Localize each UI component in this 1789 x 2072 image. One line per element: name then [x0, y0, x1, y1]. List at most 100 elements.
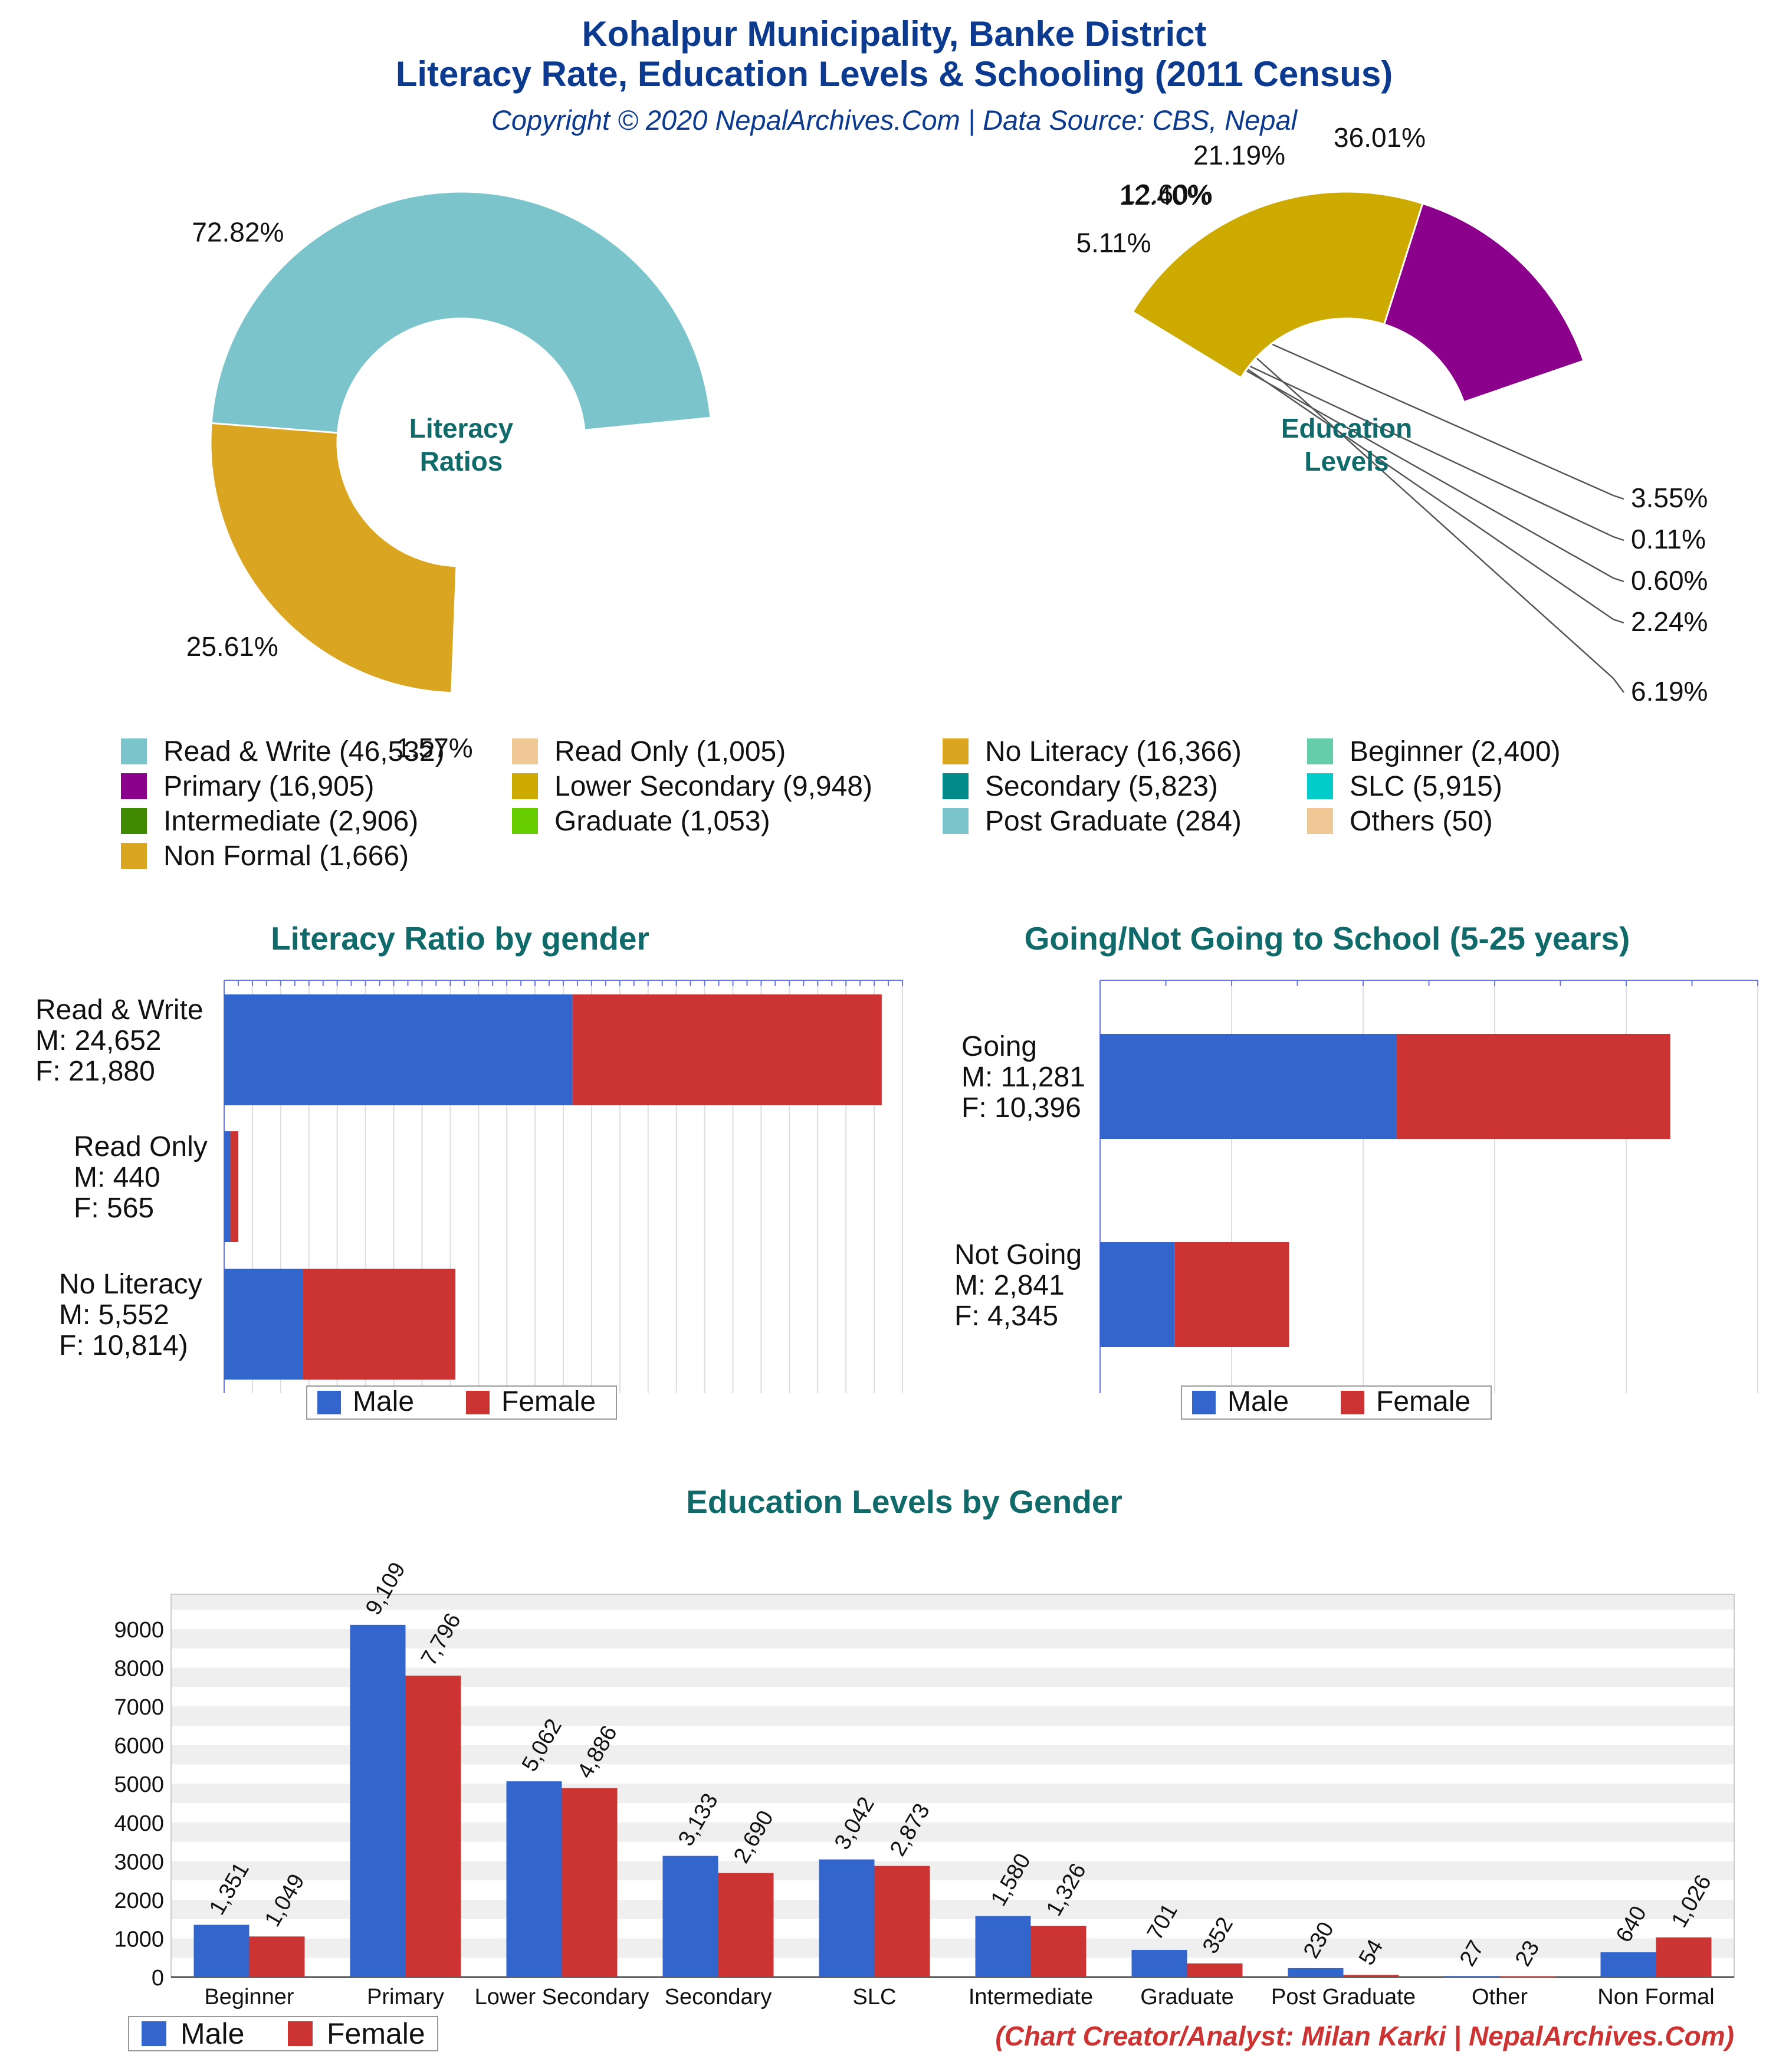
bar-male-non-formal [1600, 1952, 1656, 1977]
y-tick-label: 9000 [114, 1618, 164, 1643]
bar-female-post-graduate [1343, 1975, 1399, 1977]
legend-label-read-only-1-005: Read Only (1,005) [554, 736, 786, 767]
legend-label-female: Female [501, 1386, 596, 1417]
legend-swatch-female [466, 1391, 490, 1414]
x-tick-label-graduate: Graduate [1140, 1985, 1233, 2009]
legend-label-read-write-46-532: Read & Write (46,532) [163, 736, 445, 767]
x-tick-label-post-graduate: Post Graduate [1271, 1985, 1416, 2009]
bar-female-no-literacy [303, 1269, 456, 1380]
leader-line-others [1134, 311, 1624, 541]
legend-label-slc-5-915: SLC (5,915) [1350, 771, 1502, 802]
percent-label-intermediate: 6.19% [1631, 676, 1708, 707]
y-tick-label: 7000 [114, 1695, 164, 1720]
y-tick-label: 4000 [114, 1811, 164, 1836]
category-label-going: M: 11,281 [961, 1062, 1085, 1093]
legend-label-no-literacy-16-366: No Literacy (16,366) [985, 736, 1242, 767]
x-tick-label-secondary: Secondary [665, 1985, 772, 2009]
donut-slice-lower-secondary [1131, 191, 1424, 379]
legend-label-others-50: Others (50) [1350, 806, 1493, 837]
percent-label-primary: 36.01% [1334, 122, 1426, 153]
legend-swatch-non-formal-1-666 [121, 843, 147, 869]
bar-female-intermediate [1030, 1926, 1086, 1977]
category-label-not-going: Not Going [954, 1239, 1082, 1270]
education-levels-donut: 36.01% 5.11% 3.55% 0.11% 0.60% 2.24% 6.19% 12.6… [1076, 122, 1708, 707]
y-tick-label: 2000 [114, 1889, 164, 1913]
category-label-not-going: M: 2,841 [954, 1270, 1065, 1301]
bar-male-slc [819, 1859, 875, 1977]
category-label-not-going: F: 4,345 [954, 1301, 1058, 1332]
x-tick-label-lower-secondary: Lower Secondary [475, 1985, 649, 2009]
bar-male-graduate [1131, 1950, 1187, 1977]
bar-female-slc [874, 1866, 930, 1977]
percent-label-graduate: 2.24% [1631, 606, 1708, 637]
percent-label-beginner: 5.11% [1076, 228, 1151, 258]
legend-swatch-female [1341, 1391, 1364, 1414]
category-label-no-literacy: F: 10,814) [59, 1330, 188, 1361]
y-tick-label: 6000 [114, 1734, 164, 1759]
leader-line-non-formal [1150, 290, 1624, 500]
leader-line-graduate [1144, 298, 1624, 624]
legend-swatch-male [1192, 1391, 1216, 1414]
bar-male-intermediate [975, 1916, 1031, 1977]
bar-female-secondary [718, 1873, 774, 1977]
category-label-read-only: Read Only [74, 1131, 208, 1163]
bar-female-beginner [249, 1936, 305, 1977]
legend-swatch-primary-16-905 [121, 773, 147, 799]
bar-male-post-graduate [1288, 1968, 1344, 1977]
bar-female-other [1499, 1976, 1555, 1978]
bar-male-secondary [662, 1856, 718, 1977]
percent-label-slc: 12.60% [1121, 179, 1213, 209]
bar-female-going [1397, 1034, 1670, 1139]
legend-label-non-formal-1-666: Non Formal (1,666) [163, 840, 409, 872]
bar-male-no-literacy [224, 1269, 303, 1380]
legend-label-male: Male [353, 1386, 414, 1417]
legend-swatch-no-literacy-16-366 [943, 738, 969, 764]
title-line-2: Literacy Rate, Education Levels & School… [396, 54, 1393, 94]
x-tick-label-primary: Primary [367, 1985, 444, 2009]
y-tick-label: 3000 [114, 1850, 164, 1874]
copyright-line: Copyright © 2020 NepalArchives.Com | Dat… [491, 104, 1298, 136]
legend-swatch-secondary-5-823 [943, 773, 969, 799]
donut-center-label: Literacy [409, 413, 514, 444]
bar-male-not-going [1100, 1242, 1175, 1347]
legend-label-secondary-5-823: Secondary (5,823) [985, 771, 1218, 802]
x-tick-label-non-formal: Non Formal [1597, 1985, 1715, 2009]
legend-swatch-others-50 [1307, 808, 1333, 834]
bar-male-read-write [224, 994, 573, 1105]
donut-slice-no-literacy [209, 422, 458, 694]
y-tick-label: 8000 [114, 1657, 164, 1682]
legend-swatch-female [288, 2021, 313, 2046]
bar-male-other [1444, 1976, 1500, 1978]
y-tick-label: 5000 [114, 1772, 164, 1797]
y-tick-label: 0 [152, 1966, 164, 1991]
leader-line-post-graduate [1137, 308, 1624, 583]
bar-female-primary [405, 1675, 461, 1977]
category-label-going: Going [961, 1031, 1037, 1062]
bar-female-read-only [230, 1131, 239, 1242]
legend-label-graduate-1-053: Graduate (1,053) [554, 806, 770, 837]
legend-box [128, 2016, 438, 2051]
percent-label-secondary: 12.40% [1119, 180, 1211, 211]
legend-label-female: Female [1376, 1386, 1470, 1417]
donut-center-label: Education [1281, 413, 1412, 444]
bar-male-read-only [224, 1131, 231, 1242]
bar-male-lower-secondary [506, 1781, 562, 1977]
legend-label-intermediate-2-906: Intermediate (2,906) [163, 806, 418, 837]
legend-swatch-post-graduate-284 [943, 808, 969, 834]
category-label-read-write: F: 21,880 [35, 1056, 155, 1087]
legend-label-beginner-2-400: Beginner (2,400) [1350, 736, 1561, 767]
top-legend: Read & Write (46,532) Read Only (1,005) No… [121, 736, 1561, 872]
y-tick-label: 1000 [114, 1927, 164, 1952]
x-tick-label-other: Other [1472, 1985, 1528, 2009]
legend-label-lower-secondary-9-948: Lower Secondary (9,948) [554, 771, 872, 802]
donut-center-label: Ratios [420, 446, 503, 477]
percent-label-read-only: 1.57% [396, 733, 472, 763]
percent-label-lower-secondary: 21.19% [1193, 140, 1285, 170]
percent-label-post-graduate: 0.60% [1631, 565, 1708, 596]
category-label-no-literacy: No Literacy [59, 1269, 202, 1300]
bar-male-going [1100, 1034, 1397, 1139]
literacy-by-gender-title: Literacy Ratio by gender [271, 920, 649, 957]
